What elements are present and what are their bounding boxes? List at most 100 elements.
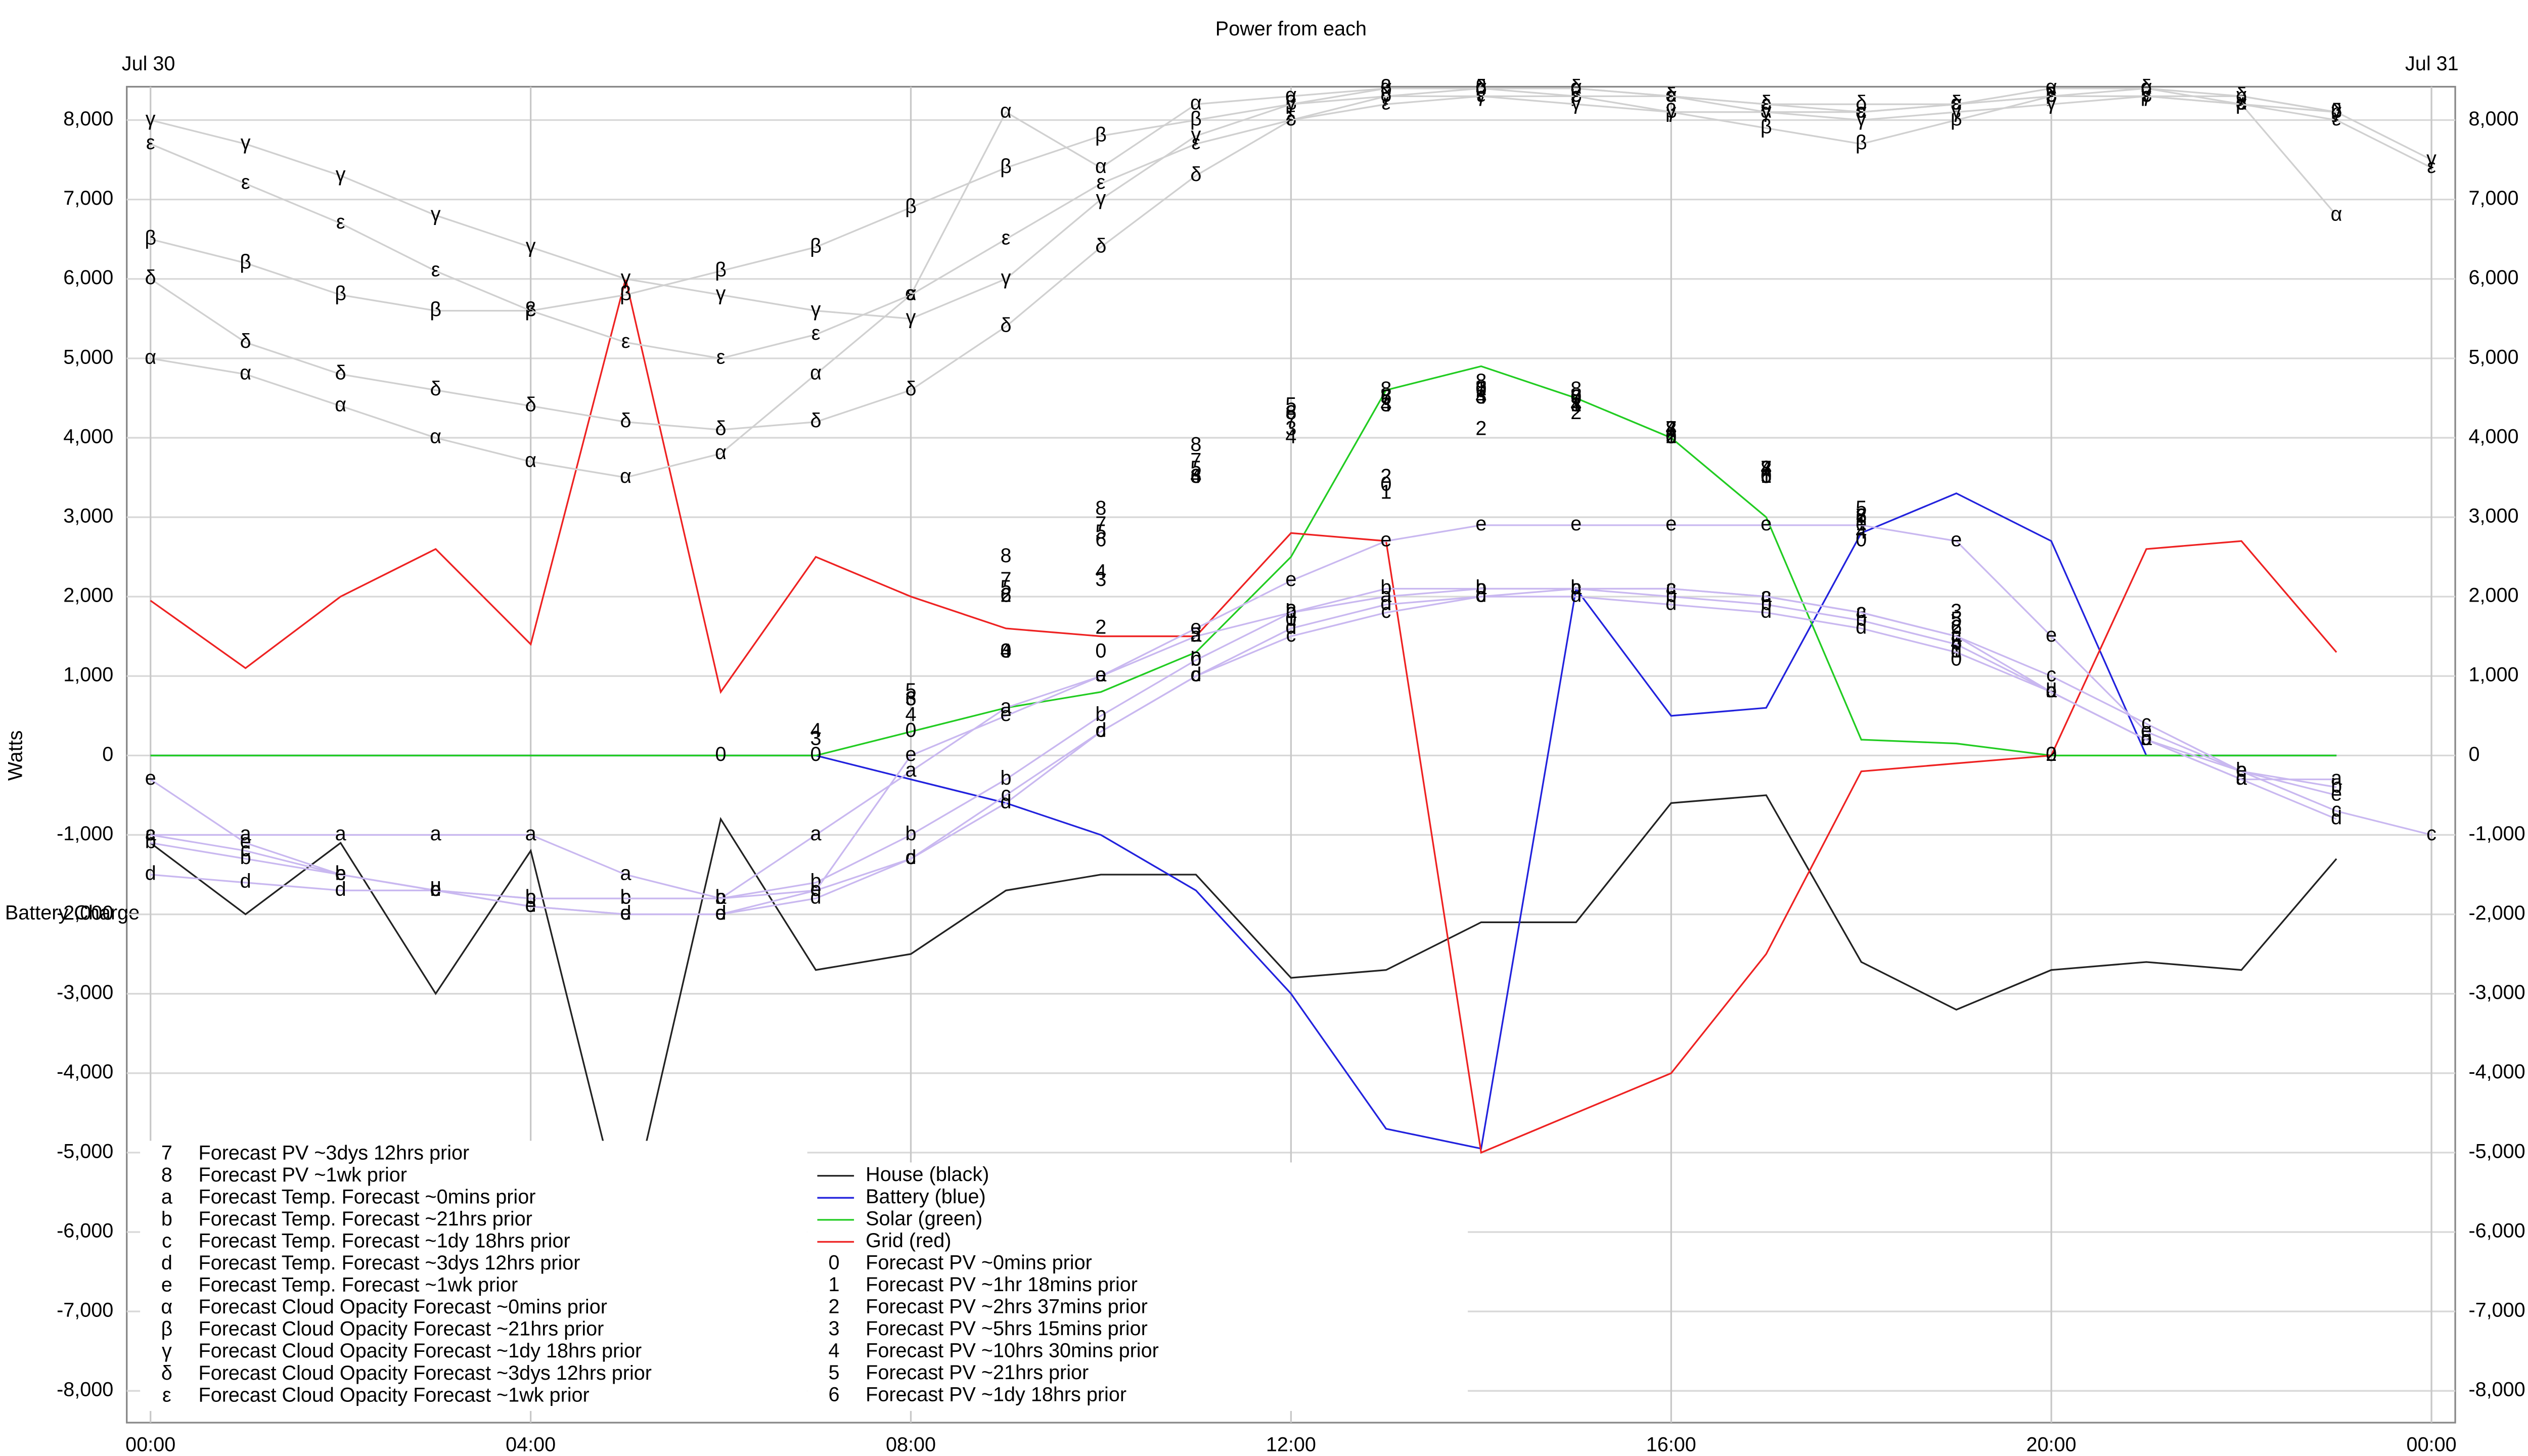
marker: d — [1665, 592, 1677, 614]
x-tick-label: 16:00 — [1646, 1434, 1696, 1456]
marker: γ — [1666, 100, 1676, 122]
legend-symbol: 3 — [828, 1317, 839, 1340]
legend-label: Forecast Temp. Forecast ~21hrs prior — [199, 1208, 532, 1230]
marker: c — [906, 846, 916, 869]
marker: 4 — [1760, 457, 1772, 479]
marker: ε — [2237, 92, 2246, 114]
marker: α — [1951, 92, 1962, 114]
marker: ε — [1952, 92, 1961, 114]
marker: 4 — [1095, 560, 1106, 582]
series-line — [150, 95, 2432, 320]
marker: c — [2426, 823, 2436, 845]
marker: e — [2236, 759, 2247, 781]
marker: 7 — [1000, 568, 1011, 590]
marker: γ — [1856, 108, 1866, 130]
marker: 6 — [1665, 425, 1677, 447]
legend-symbol: α — [161, 1296, 172, 1318]
marker: 3 — [1285, 418, 1296, 440]
x-tick-label: 08:00 — [886, 1434, 936, 1456]
marker: β — [905, 195, 917, 217]
marker: 7 — [1190, 449, 1201, 472]
marker: α — [1475, 76, 1487, 98]
marker: 2 — [1380, 465, 1391, 487]
marker: a — [1856, 600, 1867, 622]
y2-tick-label: -8,000 — [2468, 1379, 2525, 1401]
marker: ε — [1571, 84, 1581, 106]
marker: 0 — [1380, 473, 1391, 495]
marker: 8 — [1475, 370, 1486, 392]
marker: d — [1951, 640, 1962, 662]
y-tick-label: 3,000 — [63, 505, 113, 527]
marker: γ — [1191, 123, 1201, 146]
marker: ε — [2142, 84, 2151, 106]
marker: 1 — [1665, 425, 1677, 447]
y2-tick-label: -3,000 — [2468, 981, 2525, 1004]
marker: d — [1760, 600, 1772, 622]
marker: γ — [1381, 84, 1391, 106]
marker: 3 — [1475, 386, 1486, 408]
marker: 1 — [1475, 378, 1486, 400]
marker: γ — [1286, 92, 1296, 114]
marker: α — [2331, 203, 2342, 225]
marker: b — [1285, 600, 1296, 622]
marker: d — [1095, 719, 1106, 742]
marker: γ — [1001, 266, 1011, 289]
marker: 7 — [1665, 418, 1677, 440]
marker: 3 — [810, 727, 822, 749]
marker: e — [1665, 513, 1677, 535]
marker: e — [1760, 513, 1772, 535]
marker: a — [1095, 664, 1107, 686]
legend-label: Forecast PV ~5hrs 15mins prior — [866, 1317, 1148, 1340]
marker: 6 — [1951, 616, 1962, 638]
marker: 2 — [1475, 418, 1486, 440]
marker: d — [335, 878, 346, 900]
marker: e — [145, 767, 156, 789]
marker: γ — [2046, 92, 2056, 114]
legend-label: Grid (red) — [866, 1230, 951, 1252]
marker: c — [1476, 584, 1486, 607]
marker: d — [2331, 806, 2342, 829]
marker: δ — [1380, 84, 1391, 106]
marker: 1 — [1570, 394, 1582, 416]
marker: ε — [1192, 131, 1201, 154]
marker: 8 — [1285, 401, 1296, 424]
y2-tick-label: 3,000 — [2468, 505, 2518, 527]
y-tick-label: -2,000 — [57, 902, 113, 924]
marker: 6 — [1570, 386, 1582, 408]
marker: β — [2331, 100, 2342, 122]
marker: c — [1191, 664, 1201, 686]
series-line — [150, 794, 2337, 1233]
marker: α — [1190, 92, 1202, 114]
marker: β — [1475, 76, 1487, 98]
marker: 0 — [1190, 648, 1201, 670]
marker: δ — [2141, 76, 2152, 98]
marker: e — [905, 743, 916, 765]
marker: c — [2236, 759, 2246, 781]
marker: α — [335, 394, 346, 416]
marker: α — [145, 346, 156, 368]
marker: β — [810, 235, 822, 257]
legend-symbol: e — [161, 1274, 172, 1296]
marker: δ — [145, 266, 156, 289]
marker: d — [1475, 584, 1486, 607]
marker: e — [1380, 529, 1391, 551]
y-tick-label: -1,000 — [57, 823, 113, 845]
marker: δ — [1095, 235, 1106, 257]
y2-tick-label: 6,000 — [2468, 266, 2518, 289]
marker: α — [905, 283, 917, 305]
marker: 8 — [1665, 418, 1677, 440]
marker: ε — [907, 283, 916, 305]
marker: δ — [905, 378, 916, 400]
marker: e — [1000, 703, 1011, 725]
marker: 0 — [1475, 378, 1486, 400]
marker: c — [1571, 576, 1581, 599]
legend-symbol: a — [161, 1186, 173, 1208]
marker: e — [240, 831, 251, 853]
marker: d — [1000, 791, 1011, 813]
legend-symbol: 1 — [828, 1273, 839, 1296]
legend-symbol: γ — [162, 1340, 172, 1362]
y-axis-label: Watts — [4, 731, 26, 781]
marker: 6 — [1000, 584, 1011, 607]
